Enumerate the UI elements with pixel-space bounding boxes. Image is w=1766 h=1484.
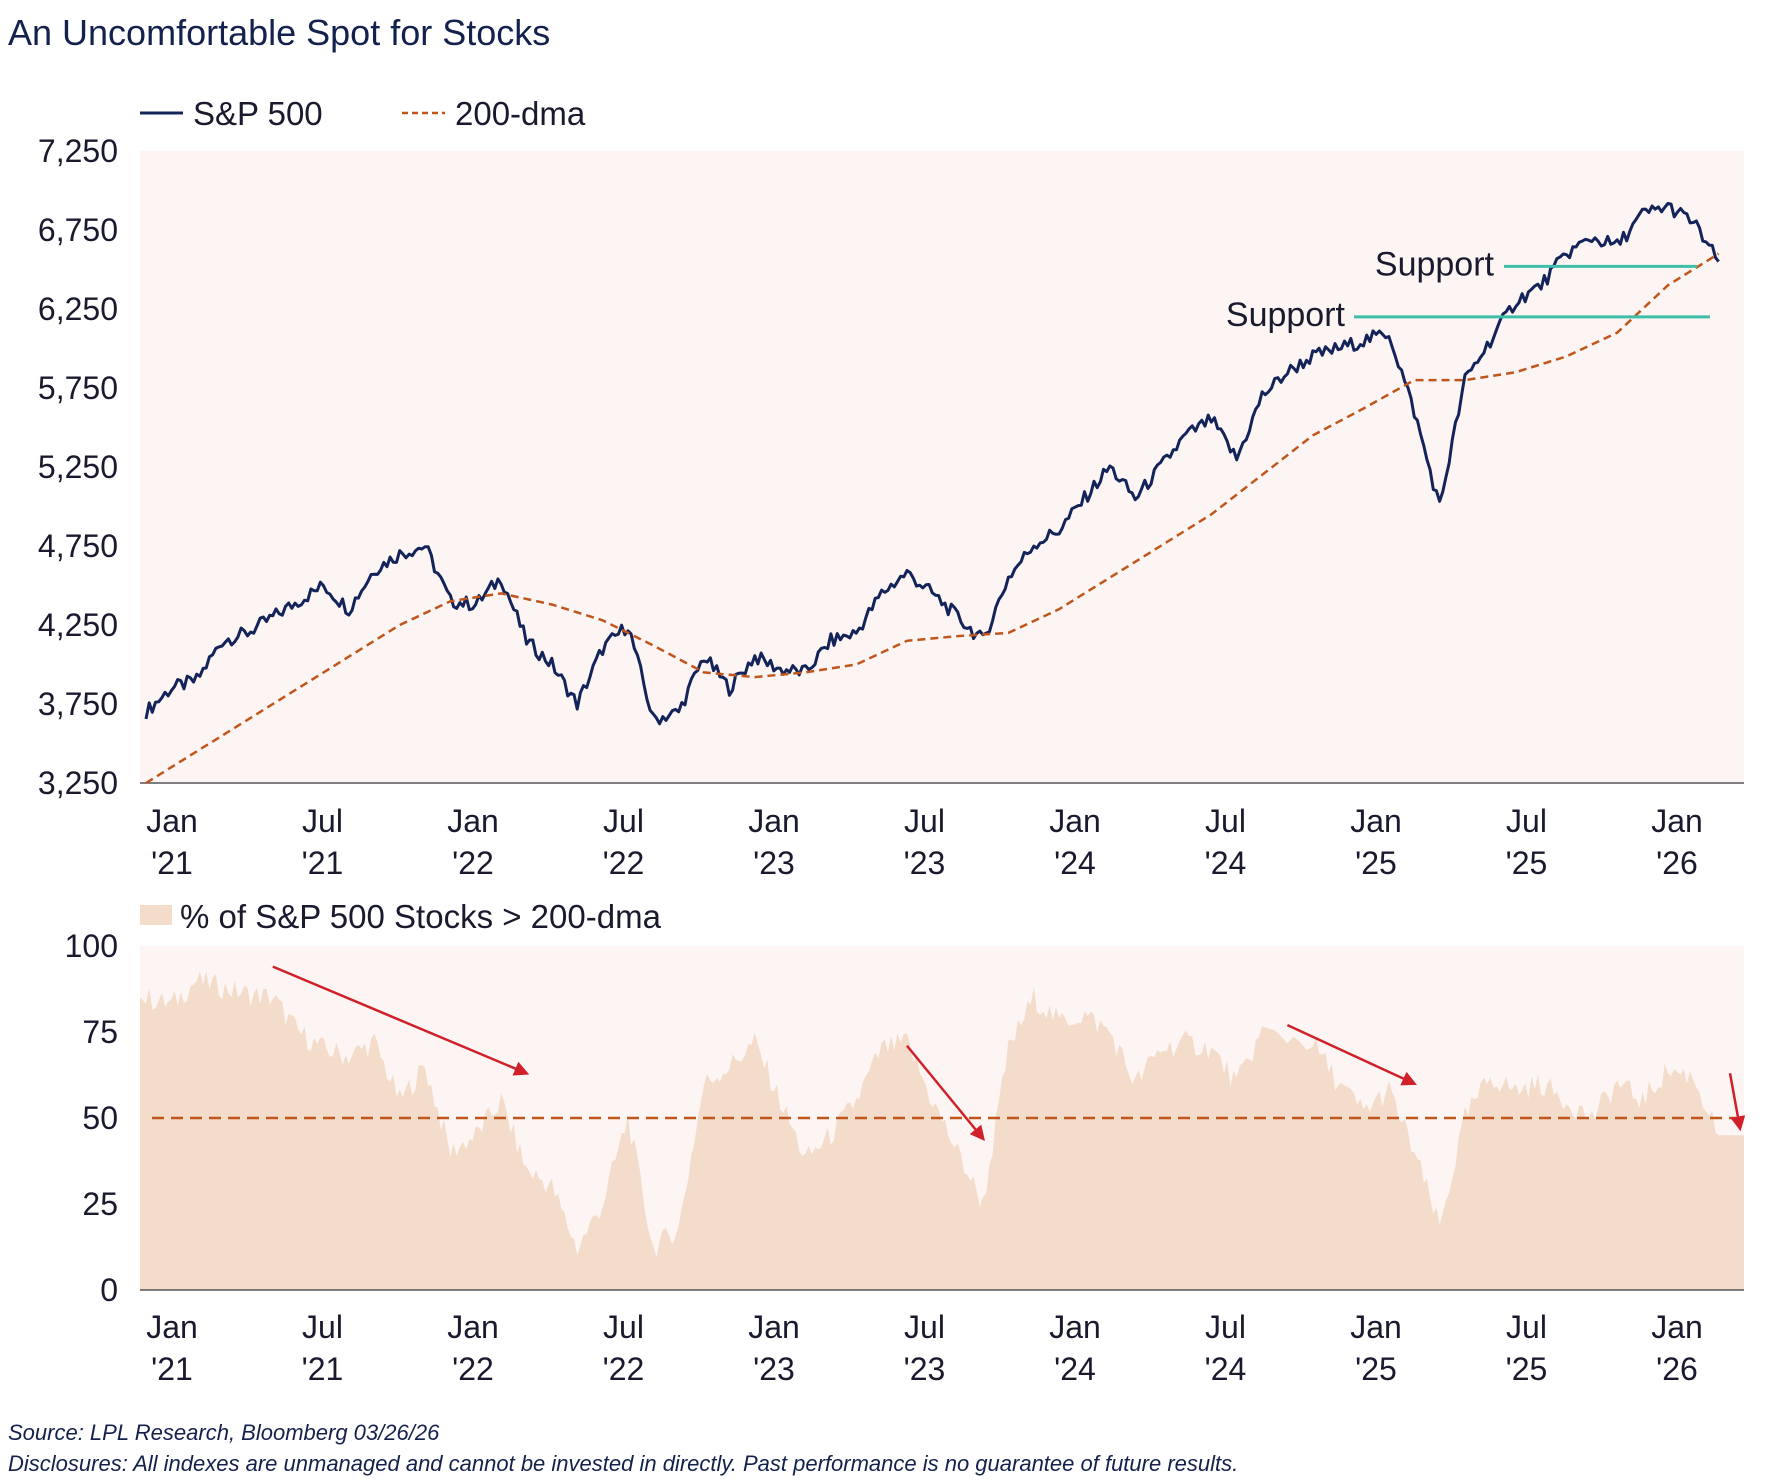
200dma-line: [145, 252, 1720, 785]
legend-sp500-label: S&P 500: [193, 95, 323, 132]
bottom-x-tick-year: '22: [452, 1351, 494, 1387]
bottom-x-tick-month: Jul: [603, 1309, 644, 1345]
trend-arrow: [272, 965, 530, 1076]
top-x-tick-month: Jan: [1651, 803, 1703, 839]
top-y-tick-label: 4,250: [38, 607, 118, 643]
top-y-tick-label: 3,250: [38, 765, 118, 801]
top-x-tick-year: '22: [452, 845, 494, 881]
bottom-x-axis-ticks: Jan '21 Jul '21 Jan '22 Jul '22 Jan '23 Jul '23 Jan '…: [146, 1309, 1703, 1387]
support-label: Support: [1375, 245, 1495, 283]
top-y-axis-ticks: 3,250 3,750 4,250 4,750 5,250 5,750 6,250 6,750…: [38, 133, 118, 801]
top-plot-background: [140, 151, 1744, 783]
sp500-line: [144, 202, 1720, 726]
bottom-y-tick-label: 100: [65, 928, 118, 964]
bottom-y-tick-label: 0: [100, 1272, 118, 1308]
bottom-x-tick-year: '21: [302, 1351, 344, 1387]
bottom-y-tick-label: 25: [82, 1186, 118, 1222]
top-x-tick-month: Jul: [1205, 803, 1246, 839]
disclaimer-note: Disclosures: All indexes are unmanaged a…: [8, 1451, 1239, 1476]
bottom-x-tick-year: '25: [1355, 1351, 1397, 1387]
top-x-tick-year: '26: [1656, 845, 1698, 881]
legend-area-label: % of S&P 500 Stocks > 200-dma: [180, 898, 662, 935]
top-x-tick-year: '23: [904, 845, 946, 881]
bottom-annotations: [272, 965, 1746, 1141]
top-x-tick-month: Jan: [1049, 803, 1101, 839]
bottom-x-tick-month: Jan: [1049, 1309, 1101, 1345]
top-y-tick-label: 5,250: [38, 449, 118, 485]
bottom-x-tick-year: '24: [1205, 1351, 1247, 1387]
source-note: Source: LPL Research, Bloomberg 03/26/26: [8, 1420, 440, 1445]
top-x-tick-month: Jul: [904, 803, 945, 839]
legend-200dma-label: 200-dma: [455, 95, 586, 132]
top-x-tick-month: Jan: [146, 803, 198, 839]
trend-arrow: [905, 1044, 985, 1141]
bottom-x-tick-year: '23: [753, 1351, 795, 1387]
trend-arrow: [1286, 1023, 1417, 1086]
bottom-x-tick-year: '26: [1656, 1351, 1698, 1387]
top-x-tick-month: Jul: [1506, 803, 1547, 839]
top-x-tick-year: '24: [1205, 845, 1247, 881]
top-x-tick-year: '21: [302, 845, 344, 881]
top-series-group: [144, 202, 1720, 785]
bottom-x-tick-month: Jan: [1350, 1309, 1402, 1345]
breadth-area: [140, 971, 1744, 1290]
bottom-x-tick-year: '21: [151, 1351, 193, 1387]
bottom-x-tick-month: Jul: [302, 1309, 343, 1345]
top-x-tick-month: Jan: [748, 803, 800, 839]
bottom-x-tick-month: Jul: [904, 1309, 945, 1345]
top-x-tick-month: Jul: [302, 803, 343, 839]
bottom-x-tick-month: Jan: [146, 1309, 198, 1345]
bottom-x-tick-year: '22: [603, 1351, 645, 1387]
bottom-x-tick-year: '24: [1054, 1351, 1096, 1387]
top-y-tick-label: 7,250: [38, 133, 118, 169]
top-x-tick-year: '25: [1355, 845, 1397, 881]
top-annotations: Support Support: [1226, 245, 1710, 334]
top-x-tick-month: Jan: [1350, 803, 1402, 839]
bottom-x-tick-month: Jan: [1651, 1309, 1703, 1345]
bottom-x-tick-year: '23: [904, 1351, 946, 1387]
top-y-tick-label: 6,750: [38, 212, 118, 248]
top-x-tick-year: '24: [1054, 845, 1096, 881]
bottom-y-tick-label: 50: [82, 1100, 118, 1136]
top-y-tick-label: 4,750: [38, 528, 118, 564]
bottom-x-tick-month: Jul: [1506, 1309, 1547, 1345]
bottom-x-tick-month: Jul: [1205, 1309, 1246, 1345]
top-x-tick-year: '22: [603, 845, 645, 881]
top-x-axis-ticks: Jan '21 Jul '21 Jan '22 Jul '22 Jan '23 Jul '23 Jan '…: [146, 803, 1703, 881]
bottom-x-tick-month: Jan: [748, 1309, 800, 1345]
bottom-series-group: [140, 971, 1744, 1290]
top-x-tick-month: Jul: [603, 803, 644, 839]
top-y-tick-label: 6,250: [38, 291, 118, 327]
chart-canvas: 3,250 3,750 4,250 4,750 5,250 5,750 6,250 6,750…: [38, 95, 1746, 1387]
top-y-tick-label: 5,750: [38, 370, 118, 406]
top-y-tick-label: 3,750: [38, 686, 118, 722]
chart-title: An Uncomfortable Spot for Stocks: [8, 12, 551, 53]
bottom-x-tick-year: '25: [1506, 1351, 1548, 1387]
support-label: Support: [1226, 296, 1346, 334]
legend-area-swatch: [140, 905, 172, 925]
top-x-tick-month: Jan: [447, 803, 499, 839]
top-x-tick-year: '23: [753, 845, 795, 881]
bottom-y-tick-label: 75: [82, 1014, 118, 1050]
top-x-tick-year: '25: [1506, 845, 1548, 881]
trend-arrow: [1728, 1073, 1746, 1132]
bottom-y-axis-ticks: 0 25 50 75 100: [65, 928, 118, 1308]
top-x-tick-year: '21: [151, 845, 193, 881]
bottom-x-tick-month: Jan: [447, 1309, 499, 1345]
